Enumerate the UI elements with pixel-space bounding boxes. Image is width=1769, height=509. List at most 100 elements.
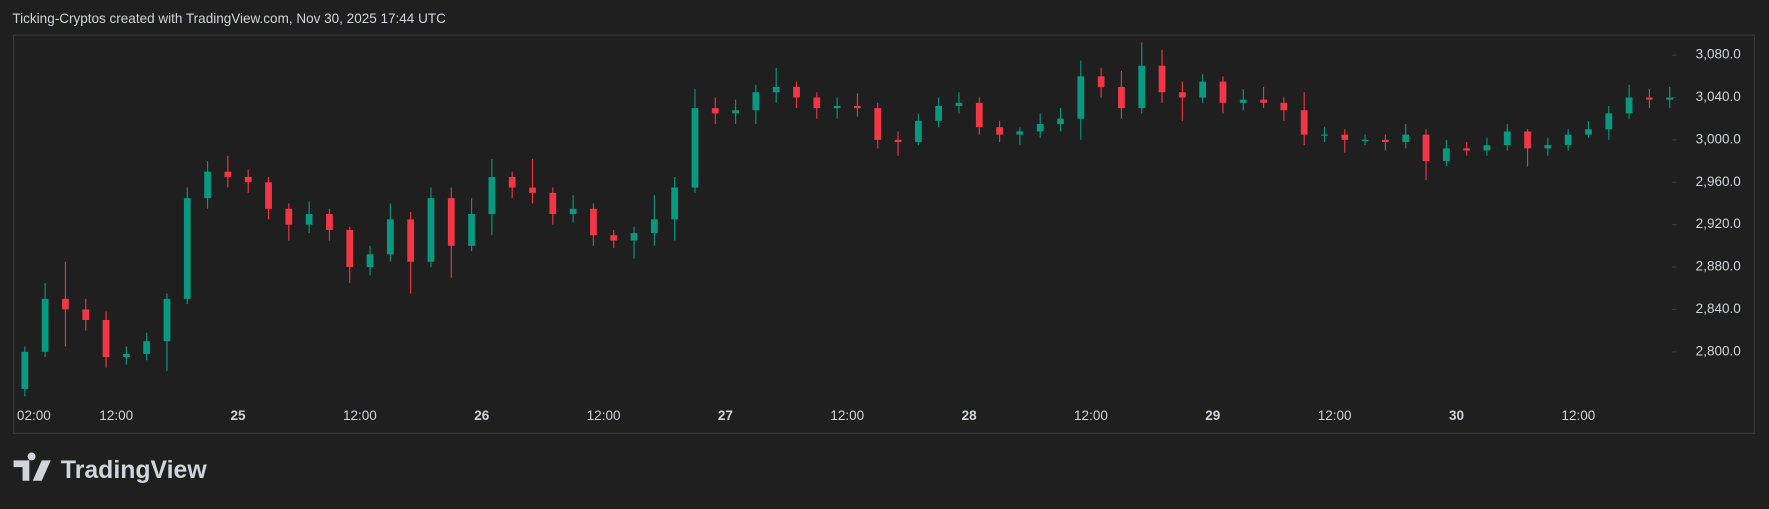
- candle-body: [41, 298, 49, 352]
- candle-body: [1158, 65, 1166, 93]
- candle-body: [1382, 139, 1389, 143]
- candle-body: [1239, 99, 1247, 103]
- candle-body: [1605, 113, 1613, 130]
- x-tick-label: 12:00: [343, 408, 377, 423]
- candle-body: [1341, 134, 1349, 140]
- candle-body: [82, 309, 90, 321]
- candle-body: [1564, 134, 1572, 146]
- candle-body: [772, 86, 780, 93]
- x-tick-label: 28: [962, 408, 978, 423]
- candle-body: [1361, 139, 1369, 142]
- candle-body: [488, 176, 496, 215]
- candle-body: [265, 182, 272, 209]
- candle-body: [468, 214, 475, 246]
- candle-body: [650, 219, 658, 234]
- candle-body: [833, 105, 841, 109]
- candle-body: [874, 108, 882, 140]
- candle-body: [224, 171, 232, 177]
- candle-body: [1199, 81, 1207, 98]
- y-tick-label: 2,960.0: [1696, 174, 1741, 189]
- x-tick-label: 12:00: [587, 408, 621, 423]
- candle-body: [590, 208, 597, 236]
- logo-icon: [13, 452, 51, 481]
- candle-body: [1544, 145, 1552, 149]
- candle-body: [1625, 97, 1633, 114]
- brand-name: TradingView: [61, 457, 207, 484]
- candle-body: [1057, 118, 1064, 124]
- candle-body: [427, 198, 435, 262]
- candle-body: [1097, 76, 1105, 87]
- candle-body: [346, 229, 354, 268]
- candle-body: [996, 127, 1003, 135]
- candle-body: [630, 233, 638, 241]
- candle-body: [894, 139, 902, 143]
- y-tick-label: 3,000.0: [1696, 131, 1741, 146]
- candle-body: [1036, 123, 1044, 132]
- candle-body: [122, 353, 130, 358]
- candle-body: [1280, 102, 1288, 111]
- candle-body: [1178, 92, 1186, 98]
- candle-body: [1118, 86, 1125, 109]
- candle-body: [793, 86, 800, 98]
- x-tick-label: 25: [231, 408, 247, 423]
- x-tick-label: 30: [1449, 408, 1464, 423]
- x-tick-label: 27: [718, 408, 733, 423]
- candle-body: [366, 254, 374, 268]
- candle-body: [732, 110, 739, 114]
- candle-body: [326, 214, 333, 230]
- chart-frame: [12, 34, 1755, 434]
- caption: Ticking-Cryptos created with TradingView…: [12, 11, 446, 26]
- candle-body: [143, 341, 151, 354]
- candle-body: [447, 198, 455, 246]
- candle-body: [1016, 131, 1024, 135]
- y-tick-label: 2,920.0: [1696, 216, 1741, 231]
- y-tick-label: 3,080.0: [1696, 47, 1741, 62]
- candle-body: [21, 351, 29, 389]
- candle-body: [691, 108, 699, 188]
- candle-body: [752, 92, 760, 111]
- x-tick-label: 12:00: [1561, 408, 1595, 423]
- candle-body: [183, 198, 191, 299]
- candle-body: [975, 102, 983, 128]
- candle-body: [1442, 148, 1450, 162]
- candle-body: [711, 108, 719, 114]
- candle-body: [1219, 81, 1227, 103]
- x-tick-label: 02:00: [17, 408, 51, 423]
- candle-body: [1422, 134, 1430, 162]
- candle-body: [102, 320, 110, 358]
- candle-body: [1077, 76, 1085, 119]
- candle-body: [1300, 110, 1308, 135]
- candle-body: [854, 105, 861, 109]
- x-tick-label: 12:00: [830, 408, 864, 423]
- x-tick-label: 29: [1205, 408, 1221, 423]
- candle-body: [163, 298, 171, 342]
- candle-body: [285, 208, 293, 225]
- candle-body: [1138, 65, 1146, 109]
- candle-body: [62, 298, 69, 310]
- candle-body: [1321, 134, 1328, 136]
- candle-body: [610, 235, 618, 241]
- x-tick-label: 26: [474, 408, 490, 423]
- candle-body: [529, 187, 536, 193]
- candle-body: [935, 105, 943, 121]
- candle-body: [1646, 97, 1653, 100]
- x-tick-label: 12:00: [99, 408, 133, 423]
- y-tick-label: 3,040.0: [1696, 89, 1741, 104]
- candle-body: [1483, 145, 1491, 151]
- y-tick-label: 2,880.0: [1696, 259, 1741, 274]
- candle-body: [1463, 148, 1471, 151]
- candle-body: [671, 187, 679, 220]
- candle-body: [407, 219, 415, 262]
- candle-body: [569, 208, 577, 215]
- candle-body: [244, 176, 252, 183]
- x-tick-label: 12:00: [1074, 408, 1108, 423]
- candle-body: [914, 120, 922, 143]
- candle-body: [549, 192, 557, 215]
- candle-body: [1585, 129, 1592, 135]
- candle-body: [305, 214, 313, 225]
- candle-body: [1402, 134, 1410, 143]
- y-tick-label: 2,800.0: [1696, 343, 1741, 358]
- y-tick-label: 2,840.0: [1696, 301, 1741, 316]
